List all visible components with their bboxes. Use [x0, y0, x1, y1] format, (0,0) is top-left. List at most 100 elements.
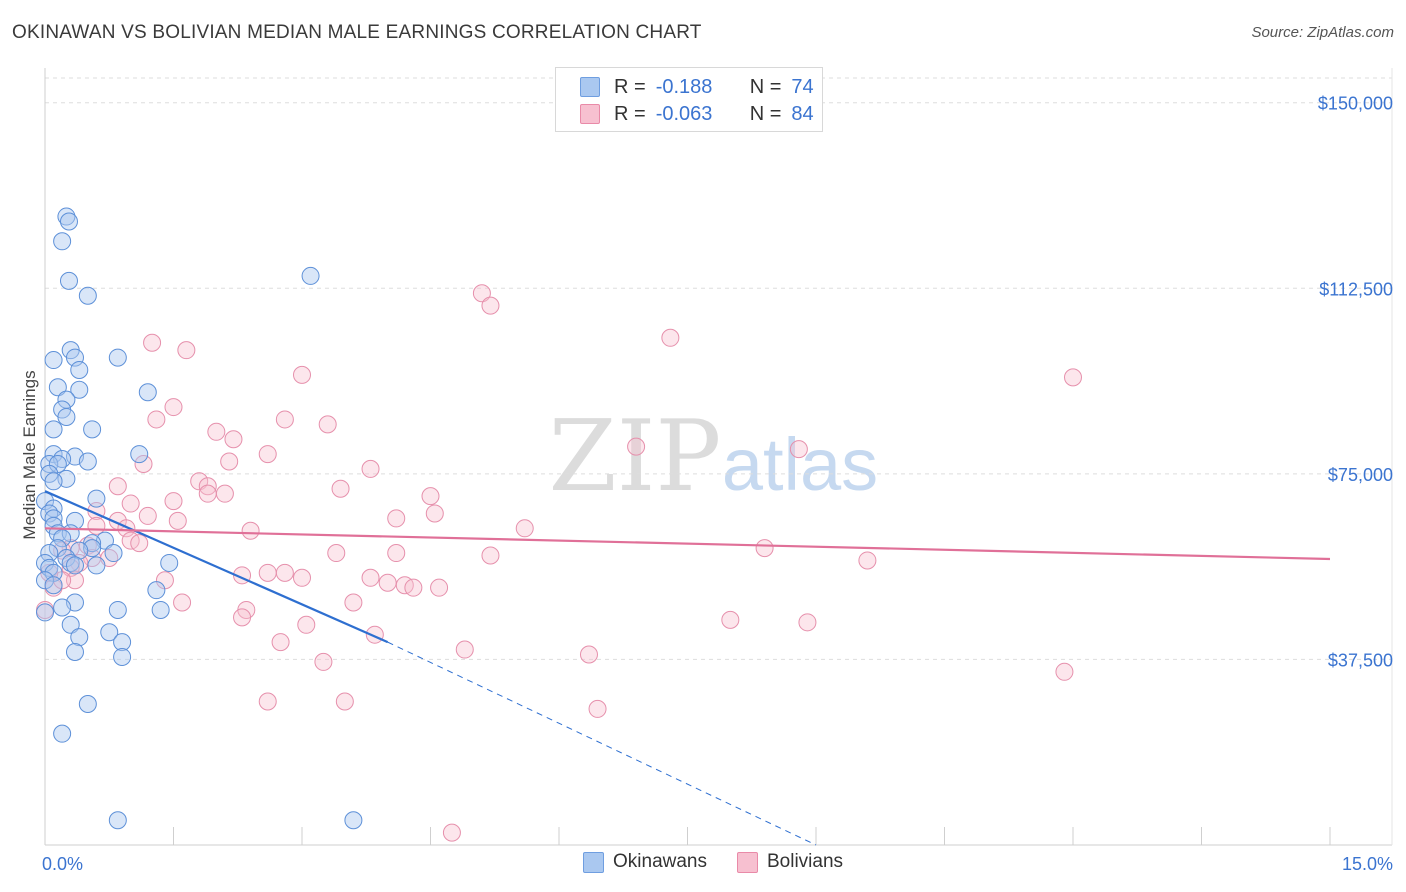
bolivians-point — [789, 440, 808, 459]
okinawans-point — [65, 556, 84, 575]
okinawans-point — [70, 628, 89, 647]
bolivians-point — [387, 544, 406, 563]
legend-item-okinawans[interactable]: Okinawans — [583, 851, 707, 873]
okinawans-r-value: -0.188 — [655, 75, 713, 98]
okinawans-point — [78, 286, 97, 305]
okinawans-point — [78, 694, 97, 713]
okinawans-point — [44, 420, 63, 439]
bolivians-point — [220, 452, 239, 471]
series-legend: Okinawans Bolivians — [583, 851, 873, 873]
n-label: N = — [749, 102, 782, 125]
bolivians-point — [755, 539, 774, 558]
okinawans-point — [100, 623, 119, 642]
okinawans-point — [87, 489, 106, 508]
okinawans-n-value: 74 — [791, 75, 814, 98]
bolivians-point — [233, 608, 252, 627]
bolivians-point — [241, 521, 260, 540]
bolivians-legend-swatch — [737, 851, 758, 873]
bolivians-points — [36, 284, 1082, 842]
source-label: Source: ZipAtlas.com — [1251, 24, 1394, 41]
bolivians-point — [798, 613, 817, 632]
bolivians-point — [293, 568, 311, 587]
x-tick-label-min: 0.0% — [42, 854, 83, 874]
okinawans-point — [44, 445, 63, 464]
bolivians-point — [481, 296, 500, 315]
bolivians-point — [224, 430, 243, 449]
bolivians-point — [588, 699, 607, 718]
okinawans-point — [57, 207, 76, 226]
bolivians-point — [335, 692, 354, 711]
y-tick-labels: $37,500 $75,000 $112,500 $150,000 — [1318, 94, 1393, 671]
bolivians-point — [430, 578, 449, 597]
bolivians-point — [207, 422, 226, 441]
bolivians-point — [404, 578, 423, 597]
okinawans-swatch — [580, 77, 600, 97]
okinawans-trend-extension — [387, 641, 817, 846]
okinawans-point — [59, 271, 78, 290]
okinawans-point — [36, 603, 54, 622]
watermark: ZIP atlas — [549, 400, 879, 514]
bolivians-point — [108, 477, 127, 496]
bolivians-point — [515, 519, 534, 538]
bolivians-point — [331, 479, 350, 498]
okinawans-point — [65, 643, 84, 662]
legend-row-okinawans: R = -0.188 N = 74 — [556, 74, 814, 100]
bolivians-point — [627, 437, 646, 456]
bolivians-point — [177, 341, 196, 360]
bolivians-swatch — [580, 104, 600, 124]
okinawans-point — [57, 407, 76, 426]
okinawans-point — [108, 811, 127, 830]
okinawans-point — [59, 212, 78, 231]
bolivians-point — [87, 516, 106, 535]
chart-title: OKINAWAN VS BOLIVIAN MEDIAN MALE EARNING… — [12, 22, 702, 43]
bolivians-point — [190, 472, 209, 491]
okinawans-point — [70, 360, 89, 379]
y-tick-label: $112,500 — [1319, 279, 1393, 299]
legend-row-bolivians: R = -0.063 N = 84 — [556, 101, 814, 127]
trend-lines — [44, 490, 1331, 846]
bolivians-point — [1064, 368, 1082, 387]
okinawans-point — [70, 380, 89, 399]
okinawans-point — [53, 724, 72, 743]
bolivians-r-value: -0.063 — [655, 102, 713, 125]
y-tick-label: $75,000 — [1328, 465, 1393, 485]
bolivians-point — [164, 398, 183, 417]
okinawans-point — [83, 420, 102, 439]
legend-item-bolivians[interactable]: Bolivians — [737, 851, 843, 873]
bolivians-n-value: 84 — [791, 102, 814, 125]
watermark-atlas: atlas — [722, 423, 878, 506]
okinawans-point — [301, 266, 320, 285]
okinawans-point — [44, 351, 63, 370]
bolivians-point — [344, 593, 363, 612]
okinawans-point — [151, 600, 170, 619]
bolivians-point — [198, 484, 217, 503]
bolivians-point — [421, 487, 440, 506]
okinawans-point — [344, 811, 363, 830]
legend-box: R = -0.188 N = 74 R = -0.063 N = 84 — [555, 67, 823, 132]
okinawans-point — [130, 445, 149, 464]
bolivians-point — [134, 454, 153, 473]
bolivians-point — [173, 593, 192, 612]
y-tick-label: $150,000 — [1318, 94, 1393, 114]
bolivians-point — [198, 477, 217, 496]
bolivians-point — [143, 333, 162, 352]
r-label: R = — [614, 102, 646, 125]
bolivians-point — [297, 615, 316, 634]
okinawans-point — [108, 348, 127, 367]
bolivians-point — [442, 823, 461, 842]
y-axis-label: Median Male Earnings — [20, 370, 39, 539]
bolivians-legend-label: Bolivians — [767, 851, 844, 872]
okinawans-point — [61, 615, 80, 634]
bolivians-point — [1055, 662, 1074, 681]
bolivians-point — [258, 563, 277, 582]
bolivians-point — [721, 610, 740, 629]
okinawans-point — [160, 553, 179, 572]
bolivians-trend-line — [44, 527, 1331, 561]
bolivians-point — [258, 692, 277, 711]
bolivians-point — [168, 511, 187, 530]
okinawans-point — [113, 647, 132, 666]
bolivians-point — [378, 573, 397, 592]
bolivians-point — [314, 652, 333, 671]
okinawans-point — [36, 571, 54, 590]
